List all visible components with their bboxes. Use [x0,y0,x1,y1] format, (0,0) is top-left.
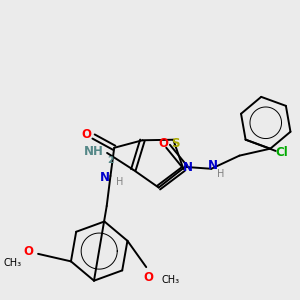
Text: N: N [208,158,218,172]
Text: N: N [183,160,193,174]
Text: O: O [81,128,91,141]
Text: NH: NH [83,145,103,158]
Text: H: H [116,177,124,187]
Text: S: S [171,137,179,150]
Text: Cl: Cl [275,146,288,159]
Text: O: O [23,245,33,259]
Text: CH₃: CH₃ [161,275,179,285]
Text: CH₃: CH₃ [3,258,21,268]
Text: O: O [143,271,153,284]
Text: H: H [217,169,224,179]
Text: N: N [100,171,110,184]
Text: 2: 2 [108,156,114,165]
Text: O: O [158,137,168,150]
